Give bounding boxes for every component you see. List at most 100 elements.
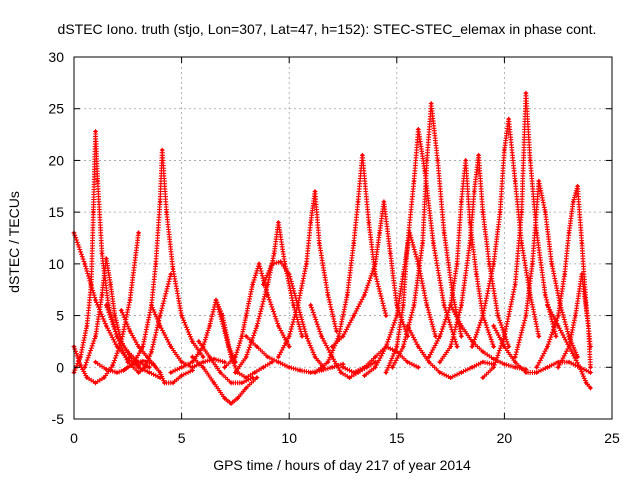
series-arc-30 <box>469 116 542 349</box>
data-point <box>425 303 429 307</box>
data-point <box>93 381 98 385</box>
x-tick-label: 15 <box>389 430 405 446</box>
data-point <box>554 334 558 338</box>
data-point <box>550 262 554 266</box>
data-point <box>158 313 162 318</box>
data-point <box>309 370 313 375</box>
data-point <box>390 365 395 369</box>
data-point <box>362 293 367 297</box>
data-point <box>296 303 300 307</box>
chart-title: dSTEC Iono. truth (stjo, Lon=307, Lat=47… <box>58 21 597 37</box>
data-point <box>136 370 141 375</box>
data-point <box>291 303 296 307</box>
data-point <box>580 241 584 245</box>
data-point <box>492 324 496 328</box>
data-point <box>341 365 345 369</box>
data-point <box>287 334 291 338</box>
data-point <box>427 360 431 364</box>
data-point <box>190 355 194 359</box>
data-point <box>78 355 83 359</box>
data-point <box>233 355 237 359</box>
data-point <box>476 153 481 157</box>
data-point <box>416 127 420 131</box>
y-tick-label: 5 <box>56 308 64 324</box>
data-point <box>362 365 367 369</box>
data-point <box>244 334 248 338</box>
data-point <box>442 231 446 235</box>
data-point <box>272 251 276 256</box>
data-point <box>100 251 104 256</box>
data-point <box>313 189 317 194</box>
data-point <box>341 334 345 338</box>
data-point <box>223 396 227 400</box>
data-point <box>416 365 420 369</box>
data-point <box>470 365 474 369</box>
data-point <box>436 158 440 163</box>
data-point <box>111 363 115 367</box>
data-point <box>283 262 287 266</box>
x-tick-label: 10 <box>281 430 297 446</box>
data-point <box>588 365 593 369</box>
data-point <box>121 368 126 372</box>
data-point <box>502 362 506 366</box>
data-point <box>171 267 175 271</box>
data-point <box>459 324 463 328</box>
data-point <box>190 365 194 369</box>
data-point <box>352 370 356 375</box>
series-arc-18 <box>276 189 339 360</box>
data-point <box>384 313 388 318</box>
data-point <box>207 355 212 359</box>
data-point <box>276 220 281 225</box>
data-point <box>141 359 145 363</box>
data-point <box>154 262 158 266</box>
data-point <box>126 365 130 369</box>
data-point <box>190 360 194 364</box>
marker-trace <box>131 147 206 365</box>
data-point <box>96 179 100 183</box>
data-point <box>442 303 446 307</box>
series-arc-16 <box>243 333 346 375</box>
data-point <box>169 345 173 349</box>
data-point <box>115 334 119 338</box>
data-point <box>520 210 524 214</box>
data-point <box>341 362 345 366</box>
data-point <box>85 324 89 328</box>
data-point <box>405 360 410 364</box>
x-tick-label: 0 <box>70 430 78 446</box>
series-arc-24 <box>383 127 460 375</box>
data-point <box>567 231 571 235</box>
data-point <box>352 313 356 318</box>
data-point <box>229 401 233 406</box>
data-point <box>207 324 212 328</box>
data-point <box>304 262 309 266</box>
data-point <box>145 355 149 359</box>
data-point <box>235 396 240 400</box>
data-point <box>459 303 463 307</box>
data-point <box>537 179 541 183</box>
data-point <box>431 241 435 245</box>
data-point <box>255 345 259 349</box>
data-point <box>530 262 534 266</box>
data-point <box>300 334 304 338</box>
data-point <box>502 345 506 349</box>
data-point <box>513 355 517 359</box>
data-point <box>421 241 425 245</box>
series-arc-8 <box>131 147 206 365</box>
marker-trace <box>469 116 542 349</box>
data-point <box>382 200 386 204</box>
data-point <box>128 329 132 333</box>
data-point <box>455 262 459 266</box>
data-point <box>149 350 154 354</box>
data-point <box>556 365 560 369</box>
data-point <box>427 355 431 359</box>
data-point <box>132 360 136 364</box>
data-point <box>586 324 590 328</box>
data-point <box>197 339 201 344</box>
series-arc-9 <box>149 302 227 370</box>
data-point <box>416 345 420 349</box>
data-point <box>78 363 83 367</box>
data-point <box>481 313 485 318</box>
data-point <box>438 334 442 338</box>
series-arc-33 <box>512 178 580 360</box>
